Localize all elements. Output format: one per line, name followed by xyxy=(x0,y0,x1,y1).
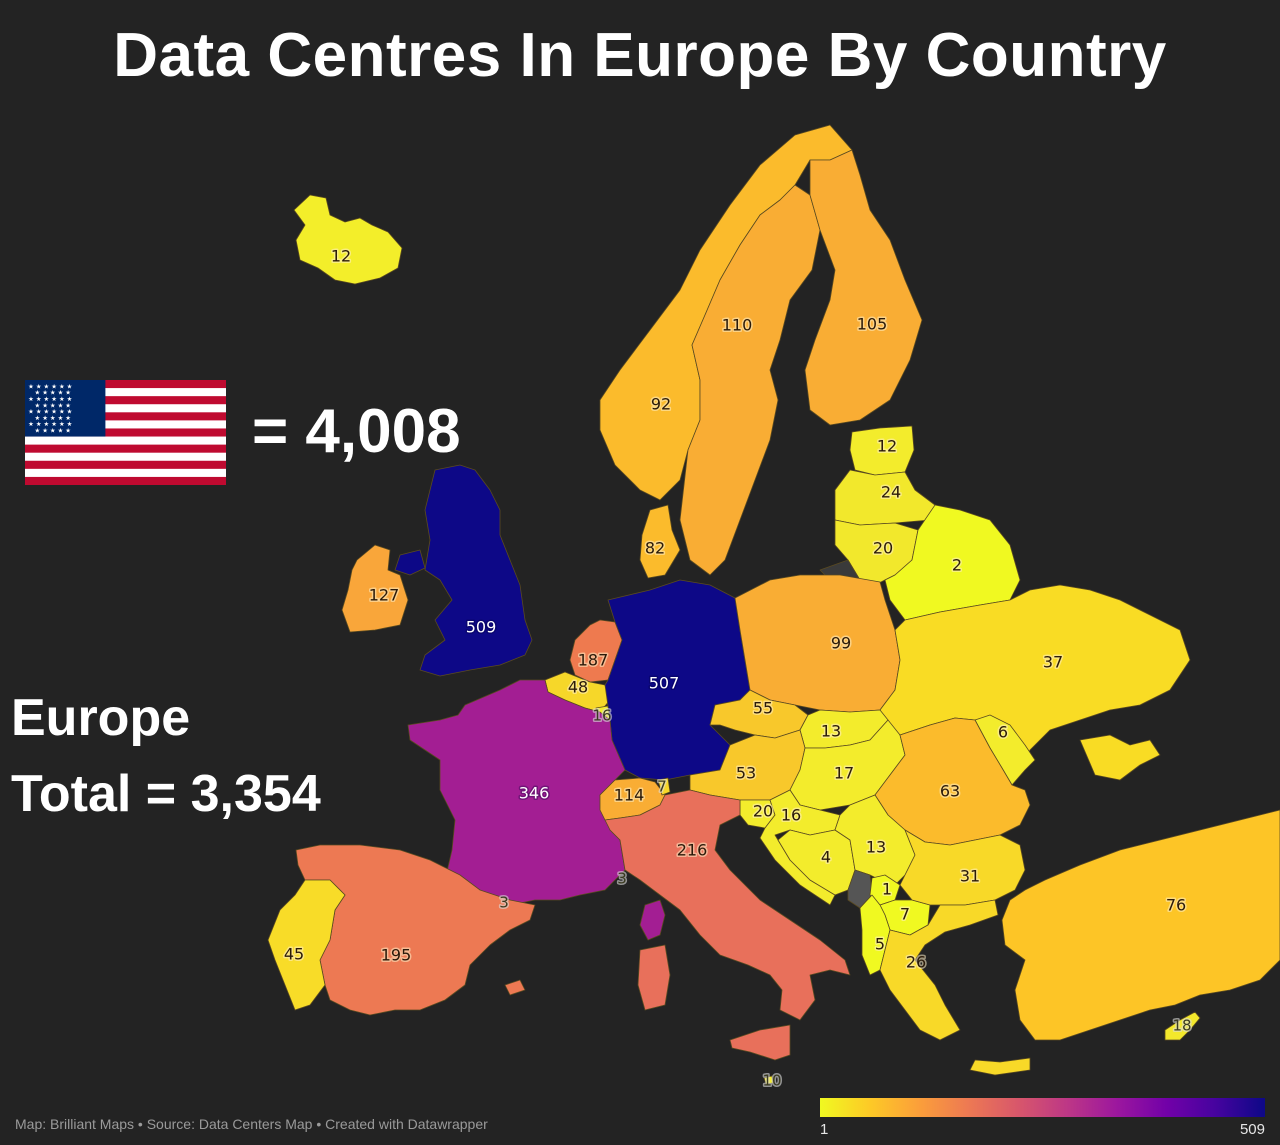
svg-text:★ ★ ★ ★ ★: ★ ★ ★ ★ ★ xyxy=(35,415,72,422)
label-moldova: 6 xyxy=(998,723,1008,742)
label-belgium: 48 xyxy=(568,678,588,697)
label-norway: 92 xyxy=(651,395,671,414)
legend-max: 509 xyxy=(1239,1121,1265,1138)
label-serbia: 13 xyxy=(866,838,886,857)
label-italy: 216 xyxy=(677,841,708,860)
europe-total: Total = 3,354 xyxy=(11,765,321,823)
label-luxembourg: 16 xyxy=(592,707,611,725)
label-turkey: 76 xyxy=(1166,896,1186,915)
label-bulgaria: 31 xyxy=(960,867,980,886)
label-netherlands: 187 xyxy=(578,651,609,670)
label-bosnia: 4 xyxy=(821,848,831,867)
svg-text:★ ★ ★ ★ ★: ★ ★ ★ ★ ★ xyxy=(35,390,72,397)
us-total: = 4,008 xyxy=(252,397,461,466)
country-finland[interactable] xyxy=(804,149,923,426)
label-ukraine: 37 xyxy=(1043,653,1063,672)
label-lithuania: 20 xyxy=(873,539,893,558)
label-romania: 63 xyxy=(940,782,960,801)
svg-text:★ ★ ★ ★ ★: ★ ★ ★ ★ ★ xyxy=(35,402,72,409)
svg-text:★ ★ ★ ★ ★ ★: ★ ★ ★ ★ ★ ★ xyxy=(28,396,72,403)
country-serbia[interactable] xyxy=(834,794,916,886)
label-estonia: 12 xyxy=(877,437,897,456)
label-belarus: 2 xyxy=(952,556,962,575)
country-italy[interactable] xyxy=(604,789,851,1061)
country-sweden[interactable] xyxy=(679,184,821,576)
label-north-macedonia: 7 xyxy=(900,905,910,924)
svg-text:★ ★ ★ ★ ★: ★ ★ ★ ★ ★ xyxy=(35,428,72,435)
label-czechia: 55 xyxy=(753,699,773,718)
legend-min: 1 xyxy=(820,1121,829,1138)
country-turkey[interactable] xyxy=(1001,809,1280,1041)
label-finland: 105 xyxy=(857,315,888,334)
us-flag-icon: ★ ★ ★ ★ ★ ★ ★ ★ ★ ★ ★ ★ ★ ★ ★ ★ ★ ★ ★ ★ … xyxy=(25,380,226,485)
label-albania: 5 xyxy=(875,935,885,954)
label-switzerland: 114 xyxy=(614,786,645,805)
label-sweden: 110 xyxy=(722,316,753,335)
label-slovenia: 20 xyxy=(753,802,773,821)
label-austria: 53 xyxy=(736,764,756,783)
label-germany: 507 xyxy=(649,674,680,693)
country-liechtenstein[interactable] xyxy=(657,777,671,796)
label-hungary: 17 xyxy=(834,764,854,783)
label-denmark: 82 xyxy=(645,539,665,558)
country-malta[interactable] xyxy=(763,1075,774,1085)
country-poland[interactable] xyxy=(734,574,901,713)
label-monaco: 3 xyxy=(617,870,627,888)
label-cyprus: 18 xyxy=(1172,1017,1191,1035)
country-denmark[interactable] xyxy=(639,504,681,579)
label-greece: 26 xyxy=(906,953,926,972)
svg-text:★ ★ ★ ★ ★ ★: ★ ★ ★ ★ ★ ★ xyxy=(28,421,72,428)
source-credits: Map: Brilliant Maps • Source: Data Cente… xyxy=(15,1116,488,1132)
label-slovakia: 13 xyxy=(821,722,841,741)
label-iceland: 12 xyxy=(331,247,351,266)
label-latvia: 24 xyxy=(881,483,901,502)
label-andorra: 3 xyxy=(499,894,509,912)
country-cyprus[interactable] xyxy=(1164,1011,1201,1041)
label-portugal: 45 xyxy=(284,945,304,964)
country-iceland[interactable] xyxy=(293,194,403,285)
label-france: 346 xyxy=(519,784,550,803)
label-uk: 509 xyxy=(466,618,497,637)
svg-text:★ ★ ★ ★ ★ ★: ★ ★ ★ ★ ★ ★ xyxy=(28,383,72,390)
europe-label: Europe xyxy=(11,689,191,747)
legend-gradient-bar xyxy=(820,1098,1265,1117)
label-ireland: 127 xyxy=(369,586,400,605)
country-portugal[interactable] xyxy=(267,879,346,1011)
country-france[interactable] xyxy=(407,679,666,941)
label-poland: 99 xyxy=(831,634,851,653)
country-greece[interactable] xyxy=(879,899,1031,1076)
label-spain: 195 xyxy=(381,946,412,965)
svg-text:★ ★ ★ ★ ★ ★: ★ ★ ★ ★ ★ ★ xyxy=(28,409,72,416)
country-uk[interactable] xyxy=(394,464,533,677)
country-ireland[interactable] xyxy=(341,544,409,633)
label-malta: 10 xyxy=(762,1072,781,1090)
label-croatia: 16 xyxy=(781,806,801,825)
label-liechtenstein: 7 xyxy=(657,778,667,796)
color-legend: 1 509 xyxy=(820,1098,1265,1138)
label-kosovo: 1 xyxy=(882,880,892,899)
page-title: Data Centres In Europe By Country xyxy=(113,21,1167,90)
